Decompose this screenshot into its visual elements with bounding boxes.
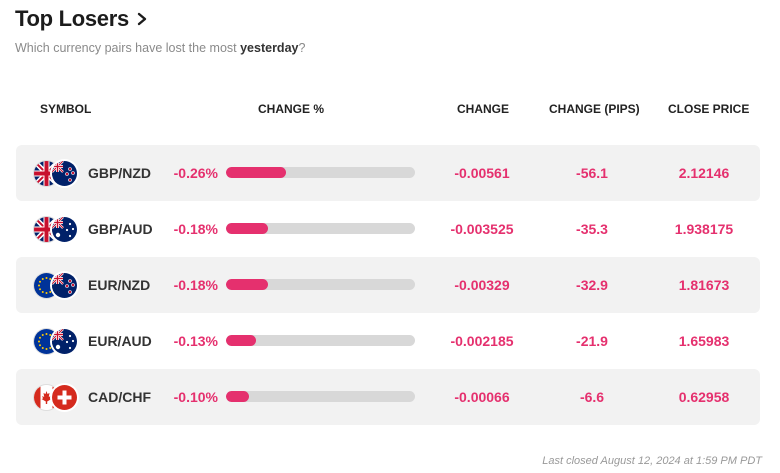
page-subtitle: Which currency pairs have lost the most … — [15, 41, 306, 55]
col-header-change-pct: CHANGE % — [258, 102, 325, 116]
change-pips: -21.9 — [576, 333, 608, 349]
currency-flags — [34, 385, 80, 411]
pair-symbol[interactable]: CAD/CHF — [88, 389, 151, 405]
losers-table: GBP/NZD -0.26% -0.00561 -56.1 2.12146 GBP/AU… — [16, 145, 760, 425]
change-pips: -35.3 — [576, 221, 608, 237]
table-row[interactable]: GBP/AUD -0.18% -0.003525 -35.3 1.938175 — [16, 201, 760, 257]
pair-symbol[interactable]: EUR/NZD — [88, 277, 151, 293]
close-price: 2.12146 — [678, 165, 730, 181]
change-pips: -32.9 — [576, 277, 608, 293]
change-percent: -0.18% — [173, 221, 218, 237]
pair-symbol[interactable]: GBP/NZD — [88, 165, 151, 181]
nz-flag-icon — [52, 273, 77, 298]
currency-flags — [34, 161, 80, 187]
au-flag-icon — [52, 217, 77, 242]
change-percent-bar — [226, 279, 415, 290]
table-row[interactable]: EUR/AUD -0.13% -0.002185 -21.9 1.65983 — [16, 313, 760, 369]
pair-symbol[interactable]: EUR/AUD — [88, 333, 152, 349]
ch-flag-icon — [52, 385, 77, 410]
section-header[interactable]: Top Losers — [15, 6, 149, 32]
close-price: 1.81673 — [678, 277, 730, 293]
change-percent-bar-fill — [226, 391, 249, 402]
table-row[interactable]: EUR/NZD -0.18% -0.00329 -32.9 1.81673 — [16, 257, 760, 313]
currency-flags — [34, 273, 80, 299]
change-percent-bar-fill — [226, 223, 268, 234]
change-percent: -0.26% — [173, 165, 218, 181]
col-header-close-price: CLOSE PRICE — [668, 102, 750, 116]
table-row[interactable]: GBP/NZD -0.26% -0.00561 -56.1 2.12146 — [16, 145, 760, 201]
col-header-change: CHANGE — [457, 102, 510, 116]
change-value: -0.00561 — [454, 165, 510, 181]
close-price: 1.65983 — [678, 333, 730, 349]
change-percent-bar-fill — [226, 279, 268, 290]
change-percent-bar — [226, 391, 415, 402]
change-percent-bar-fill — [226, 335, 257, 346]
change-value: -0.00329 — [454, 277, 510, 293]
table-header: SYMBOL CHANGE % CHANGE CHANGE (PIPS) CLO… — [16, 102, 760, 118]
chevron-right-icon[interactable] — [135, 12, 149, 26]
change-pips: -6.6 — [579, 389, 605, 405]
col-header-change-pips: CHANGE (PIPS) — [549, 102, 640, 116]
nz-flag-icon — [52, 161, 77, 186]
change-percent: -0.18% — [173, 277, 218, 293]
close-price: 0.62958 — [678, 389, 730, 405]
pair-symbol[interactable]: GBP/AUD — [88, 221, 153, 237]
last-closed-note: Last closed August 12, 2024 at 1:59 PM P… — [542, 455, 762, 467]
close-price: 1.938175 — [674, 221, 734, 237]
change-percent-bar — [226, 223, 415, 234]
table-row[interactable]: CAD/CHF -0.10% -0.00066 -6.6 0.62958 — [16, 369, 760, 425]
change-percent-bar — [226, 167, 415, 178]
change-percent-bar — [226, 335, 415, 346]
change-pips: -56.1 — [576, 165, 608, 181]
currency-flags — [34, 329, 80, 355]
col-header-symbol: SYMBOL — [40, 102, 92, 116]
change-percent: -0.13% — [173, 333, 218, 349]
page-title[interactable]: Top Losers — [15, 6, 129, 31]
change-percent-bar-fill — [226, 167, 287, 178]
currency-flags — [34, 217, 80, 243]
change-percent: -0.10% — [173, 389, 218, 405]
au-flag-icon — [52, 329, 77, 354]
change-value: -0.002185 — [450, 333, 514, 349]
change-value: -0.00066 — [454, 389, 510, 405]
change-value: -0.003525 — [450, 221, 514, 237]
